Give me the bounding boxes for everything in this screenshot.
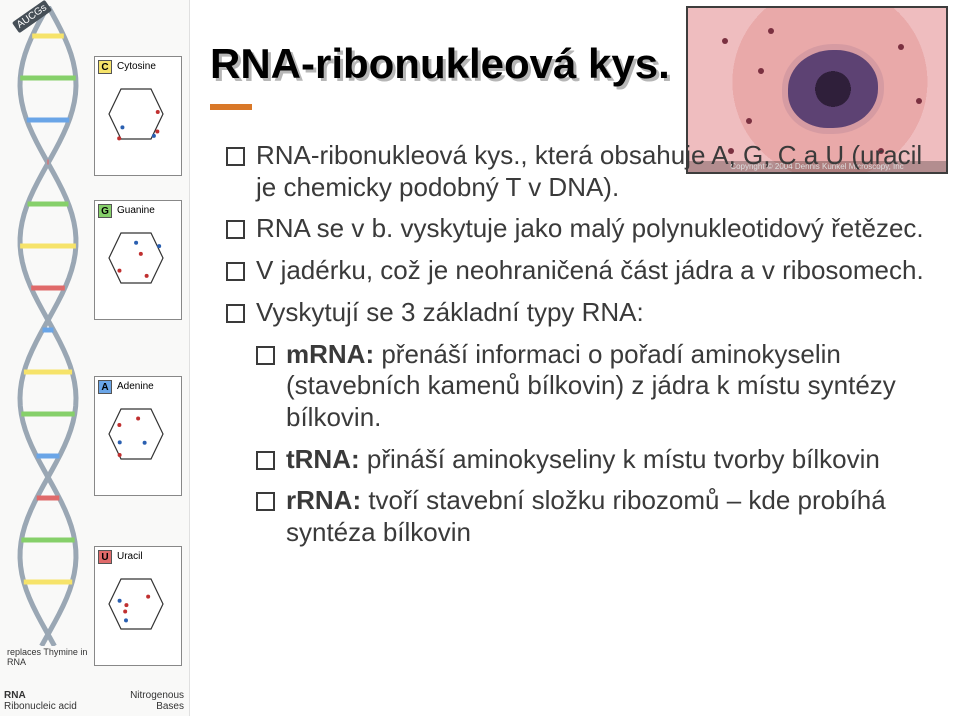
left-diagram-panel: AUCGs C Cytosine G Guanine A Adenine U Uracil re… — [0, 0, 190, 716]
molecule-icon — [101, 79, 177, 167]
base-letter: C — [98, 60, 112, 74]
bullet-item: RNA-ribonukleová kys., která obsahuje A,… — [226, 140, 926, 203]
base-box-cytosine: C Cytosine — [94, 56, 182, 176]
bullet-item: RNA se v b. vyskytuje jako malý polynukl… — [226, 213, 926, 245]
base-box-guanine: G Guanine — [94, 200, 182, 320]
nitrogenous-label: Nitrogenous Bases — [114, 690, 184, 712]
title-accent-bar — [210, 104, 252, 110]
molecule-icon — [101, 569, 177, 657]
helix-svg — [8, 6, 88, 646]
base-box-uracil: UUracilreplaces Thymine in RNA — [94, 546, 182, 666]
cell-speck — [746, 118, 752, 124]
slide-title: RNA-ribonukleová kys. RNA-ribonukleová k… — [210, 40, 730, 88]
bullet-item: V jadérku, což je neohraničená část jádr… — [226, 255, 926, 287]
cell-speck — [758, 68, 764, 74]
base-letter: U — [98, 550, 112, 564]
molecule-icon — [101, 399, 177, 487]
cell-speck — [916, 98, 922, 104]
bullet-text: Vyskytují se 3 základní typy RNA: — [256, 297, 644, 327]
bullet-text: RNA-ribonukleová kys., která obsahuje A,… — [256, 140, 922, 202]
bullet-text: přenáší informaci o pořadí aminokyselin … — [286, 339, 896, 432]
bullet-text: tvoří stavební složku ribozomů – kde pro… — [286, 485, 886, 547]
bullet-text: přináší aminokyseliny k místu tvorby bíl… — [360, 444, 880, 474]
bullet-keyword: tRNA: — [286, 444, 360, 474]
cell-nucleus — [788, 50, 878, 128]
bullet-keyword: rRNA: — [286, 485, 361, 515]
bullet-item: tRNA: přináší aminokyseliny k místu tvor… — [256, 444, 926, 476]
bullet-item: mRNA: přenáší informaci o pořadí aminoky… — [256, 339, 926, 434]
replaces-thymine-label: replaces Thymine in RNA — [7, 647, 91, 667]
ribonucleic-label: Ribonucleic acid — [4, 701, 77, 712]
base-name: Adenine — [117, 381, 154, 392]
bullet-text: RNA se v b. vyskytuje jako malý polynukl… — [256, 213, 924, 243]
molecule-icon — [101, 223, 177, 311]
cell-speck — [768, 28, 774, 34]
rna-label: RNA — [4, 690, 77, 701]
cell-speck — [898, 44, 904, 50]
base-name: Guanine — [117, 205, 155, 216]
diagram-bottom-labels: RNA Ribonucleic acid Nitrogenous Bases — [4, 690, 184, 712]
base-letter: G — [98, 204, 112, 218]
bullet-item: rRNA: tvoří stavební složku ribozomů – k… — [256, 485, 926, 548]
base-name: Cytosine — [117, 61, 156, 72]
base-box-adenine: A Adenine — [94, 376, 182, 496]
slide-root: AUCGs C Cytosine G Guanine A Adenine U Uracil re… — [0, 0, 960, 716]
bullet-item: Vyskytují se 3 základní typy RNA: — [226, 297, 926, 329]
base-name: Uracil — [117, 551, 143, 562]
rna-helix-diagram: AUCGs — [8, 6, 88, 646]
slide-title-text: RNA-ribonukleová kys. — [210, 40, 730, 88]
base-letter: A — [98, 380, 112, 394]
bullet-text: V jadérku, což je neohraničená část jádr… — [256, 255, 924, 285]
slide-body: RNA-ribonukleová kys., která obsahuje A,… — [226, 140, 926, 559]
bullet-keyword: mRNA: — [286, 339, 374, 369]
